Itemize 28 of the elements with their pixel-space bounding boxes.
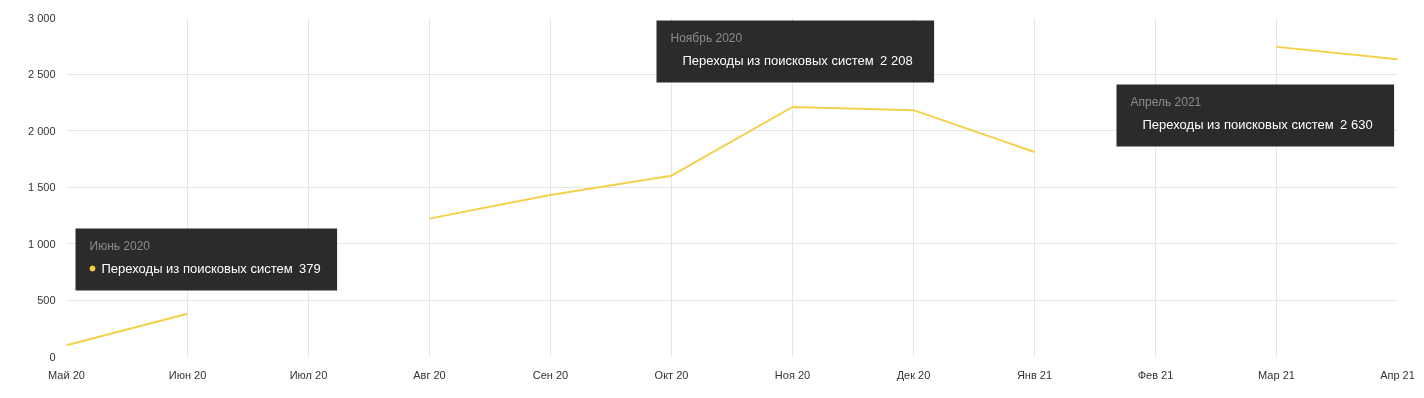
x-tick-label: Янв 21	[1016, 368, 1053, 381]
legend-label: Переходы из поисковых систем	[101, 261, 293, 276]
x-tick-label: Дек 20	[896, 368, 931, 381]
text: Переходы из поисковых систем	[682, 53, 874, 68]
annotation: Ноябрь 2020	[670, 30, 743, 45]
x-tick-label: Мар 21	[1258, 368, 1295, 381]
x-tick-label: Июл 20	[289, 368, 328, 381]
x-tick-label: Апр 21	[1380, 368, 1415, 381]
annotation: Апрель 2021	[1130, 94, 1202, 109]
annotation: 379	[299, 261, 321, 276]
x-tick-label: Ноя 20	[774, 368, 811, 381]
x-tick-label: Авг 20	[413, 368, 446, 381]
text: Переходы из поисковых систем	[1142, 117, 1334, 132]
x-tick-label: Май 20	[48, 368, 85, 381]
y-tick-label: 500	[37, 294, 56, 306]
y-tick-label: 2 500	[27, 68, 56, 80]
x-tick-label: Июн 20	[168, 368, 207, 381]
annotation: 2 630	[1340, 117, 1373, 132]
y-tick-label: 2 000	[27, 124, 56, 137]
y-tick-label: 1 500	[27, 181, 56, 193]
annotation: Июнь 2020	[89, 238, 151, 253]
x-tick-label: Окт 20	[654, 368, 689, 381]
annotation: 2 208	[880, 53, 913, 68]
x-tick-label: Фев 21	[1137, 368, 1174, 381]
y-tick-label: 1 000	[27, 237, 56, 250]
y-tick-label: 3 000	[27, 11, 56, 24]
y-tick-label: 0	[49, 350, 56, 363]
x-tick-label: Сен 20	[532, 368, 569, 381]
